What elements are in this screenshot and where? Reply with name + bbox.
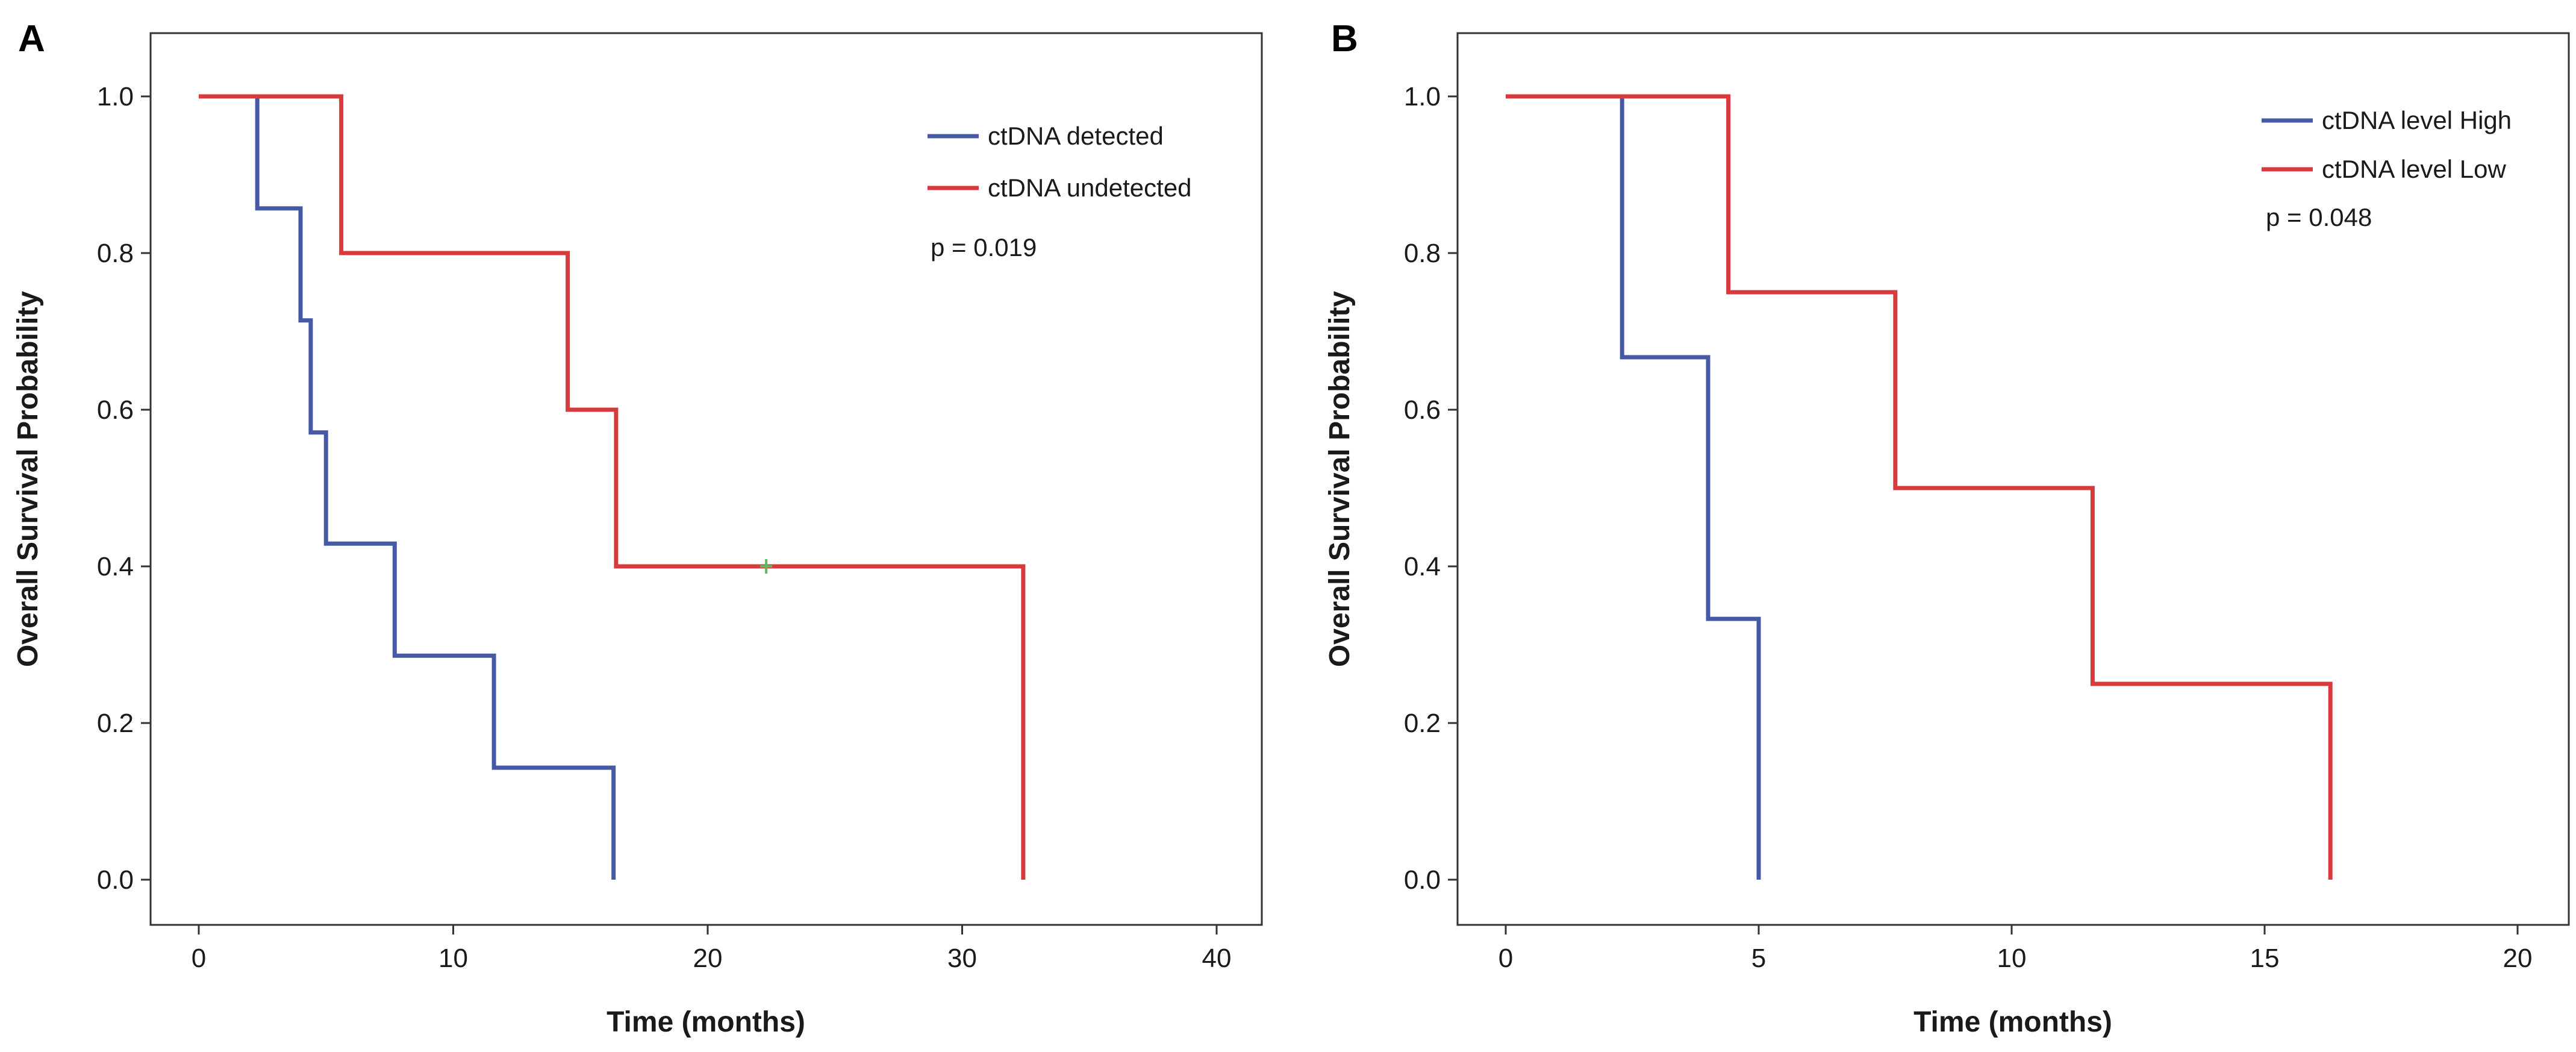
y-tick-label: 0.6	[1404, 395, 1441, 425]
x-tick-label: 10	[438, 944, 468, 973]
y-tick-label: 0.8	[1404, 239, 1441, 268]
plot-frame	[149, 32, 1263, 926]
survival-curves	[199, 94, 1026, 880]
y-tick-label: 0.6	[97, 395, 134, 425]
x-tick-label: 0	[1499, 944, 1513, 973]
survival-curves	[1506, 94, 2333, 880]
x-tick-label: 15	[2250, 944, 2280, 973]
y-tick-label: 1.0	[1404, 82, 1441, 111]
y-tick-label: 0.2	[97, 709, 134, 738]
x-tick-label: 5	[1751, 944, 1766, 973]
x-tick-label: 10	[1997, 944, 2027, 973]
panel-b: B 0.0 0.2 0.4 0.6 0.8 1.0 0 5 10 15 20 Time (mont…	[1324, 18, 2570, 1038]
legend: ctDNA detected ctDNA undetected	[928, 122, 1192, 202]
y-tick-label: 0.8	[97, 239, 134, 268]
curve-ctdna-undetected	[199, 94, 1026, 880]
y-tick-label: 1.0	[97, 82, 134, 111]
panel-a: A 0.0 0.2 0.4 0.6 0.8 1.0 0 10 20 30 40 Time (mon…	[12, 18, 1263, 1038]
p-value-annotation: p = 0.019	[931, 233, 1037, 261]
x-tick-label: 20	[2503, 944, 2533, 973]
x-axis: 0 5 10 15 20	[1499, 925, 2533, 973]
legend-label-ctdna-level-low: ctDNA level Low	[2322, 155, 2506, 183]
x-tick-label: 30	[947, 944, 977, 973]
legend: ctDNA level High ctDNA level Low	[2262, 106, 2512, 183]
y-axis-title: Overall Survival Probability	[12, 291, 44, 668]
legend-label-ctdna-undetected: ctDNA undetected	[988, 174, 1192, 202]
legend-label-ctdna-level-high: ctDNA level High	[2322, 106, 2512, 134]
x-tick-label: 20	[693, 944, 723, 973]
p-value-annotation: p = 0.048	[2266, 203, 2372, 231]
y-tick-label: 0.2	[1404, 709, 1441, 738]
y-tick-label: 0.4	[1404, 552, 1441, 581]
panel-label: A	[18, 18, 45, 60]
y-axis: 0.0 0.2 0.4 0.6 0.8 1.0	[97, 82, 151, 895]
y-tick-label: 0.0	[97, 865, 134, 895]
y-axis: 0.0 0.2 0.4 0.6 0.8 1.0	[1404, 82, 1458, 895]
legend-label-ctdna-detected: ctDNA detected	[988, 122, 1164, 150]
y-axis-title: Overall Survival Probability	[1324, 291, 1356, 668]
panel-label: B	[1331, 18, 1358, 60]
y-tick-label: 0.0	[1404, 865, 1441, 895]
x-axis-title: Time (months)	[1913, 1006, 2112, 1038]
curve-ctdna-level-low	[1506, 94, 2333, 880]
curve-ctdna-detected	[199, 94, 616, 880]
x-axis: 0 10 20 30 40	[192, 925, 1232, 973]
x-tick-label: 40	[1202, 944, 1232, 973]
plot-frame	[1456, 32, 2570, 926]
y-tick-label: 0.4	[97, 552, 134, 581]
x-axis-title: Time (months)	[607, 1006, 805, 1038]
x-tick-label: 0	[192, 944, 206, 973]
